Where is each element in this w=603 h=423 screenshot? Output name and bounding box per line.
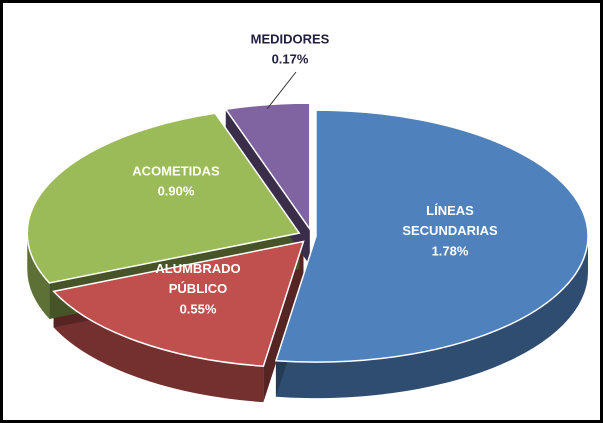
value-label: 0.17% [272, 51, 309, 66]
slice-label: ACOMETIDAS [132, 163, 220, 178]
slice-side [53, 291, 264, 403]
leader-line [266, 71, 297, 109]
slice-label: ALUMBRADO PÚBLICO [155, 261, 240, 296]
slice [224, 102, 311, 232]
slice-label: MEDIDORES [251, 31, 330, 46]
slice [52, 240, 305, 367]
slice [274, 109, 589, 363]
slice-side [27, 233, 50, 319]
value-label: 0.90% [158, 183, 195, 198]
slice-wall [263, 241, 304, 403]
slice-label: LÍNEAS SECUNDARIAS [402, 203, 498, 238]
slice [26, 112, 301, 284]
slice-side [275, 236, 588, 399]
value-label: 0.55% [180, 301, 217, 316]
value-label: 1.78% [432, 243, 469, 258]
